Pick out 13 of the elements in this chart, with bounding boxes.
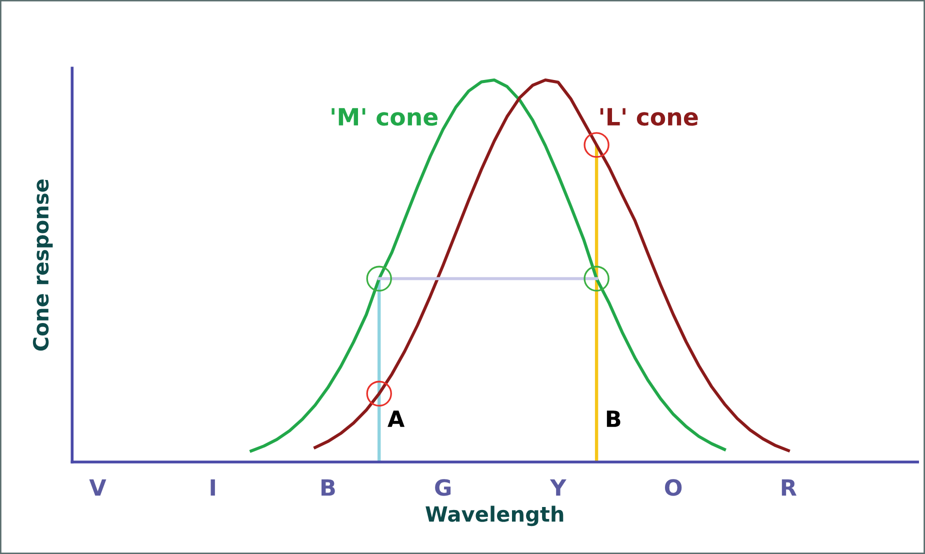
series-label: 'L' cone bbox=[600, 108, 698, 126]
x-tick-label: R bbox=[782, 479, 797, 496]
x-tick-label: G bbox=[435, 479, 451, 496]
y-axis-title: Cone response bbox=[32, 179, 53, 351]
x-tick-label: B bbox=[322, 479, 335, 496]
annotation: B bbox=[606, 410, 620, 427]
x-tick-label: Y bbox=[550, 479, 566, 496]
annotation: A bbox=[388, 410, 405, 427]
x-tick-label: I bbox=[210, 479, 215, 496]
series-label: 'M' cone bbox=[332, 108, 438, 126]
x-axis-title: Wavelength bbox=[426, 506, 564, 526]
x-tick-label: V bbox=[89, 479, 106, 496]
x-tick-label: O bbox=[664, 479, 682, 496]
